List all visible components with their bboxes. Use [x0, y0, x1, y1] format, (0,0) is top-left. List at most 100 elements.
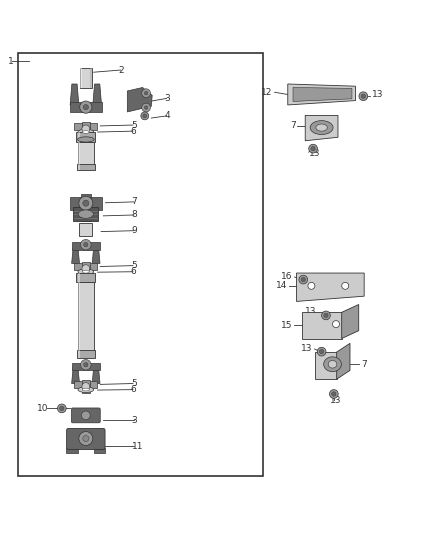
- Bar: [72, 362, 100, 370]
- Text: 6: 6: [131, 385, 137, 394]
- Text: 13: 13: [309, 149, 320, 158]
- Polygon shape: [293, 87, 352, 101]
- Bar: [77, 350, 95, 358]
- Bar: [72, 243, 100, 251]
- Circle shape: [145, 92, 148, 95]
- FancyBboxPatch shape: [73, 207, 99, 221]
- Text: 8: 8: [132, 211, 138, 220]
- Bar: [76, 132, 95, 142]
- Circle shape: [332, 321, 339, 328]
- Circle shape: [82, 125, 90, 133]
- Text: 16: 16: [281, 272, 292, 280]
- Text: 13: 13: [372, 90, 384, 99]
- Bar: [90, 68, 92, 88]
- Polygon shape: [72, 367, 80, 384]
- Circle shape: [342, 282, 349, 289]
- Ellipse shape: [82, 270, 89, 273]
- Bar: [80, 68, 82, 88]
- Text: 5: 5: [131, 120, 137, 130]
- Text: 7: 7: [290, 121, 296, 130]
- Bar: [78, 132, 80, 171]
- Text: 13: 13: [329, 397, 341, 406]
- Circle shape: [361, 94, 365, 99]
- Circle shape: [83, 435, 89, 441]
- Text: 13: 13: [300, 344, 312, 353]
- Ellipse shape: [310, 120, 333, 134]
- Text: 2: 2: [119, 66, 124, 75]
- Circle shape: [82, 383, 90, 391]
- Bar: [74, 123, 97, 130]
- Circle shape: [317, 348, 326, 356]
- Circle shape: [83, 104, 88, 110]
- Polygon shape: [127, 87, 152, 112]
- Circle shape: [82, 265, 90, 272]
- Ellipse shape: [78, 129, 94, 135]
- Polygon shape: [288, 84, 356, 105]
- Circle shape: [79, 196, 93, 210]
- Bar: [76, 273, 95, 282]
- Circle shape: [299, 275, 307, 284]
- Ellipse shape: [316, 124, 327, 131]
- Text: 9: 9: [132, 226, 138, 235]
- Circle shape: [141, 112, 149, 120]
- Polygon shape: [72, 247, 80, 263]
- Bar: [94, 448, 106, 454]
- Circle shape: [142, 103, 150, 112]
- Circle shape: [57, 404, 66, 413]
- Text: 13: 13: [305, 308, 316, 317]
- Ellipse shape: [324, 357, 341, 372]
- Text: 3: 3: [132, 416, 138, 425]
- Polygon shape: [92, 247, 100, 263]
- Text: 5: 5: [131, 261, 137, 270]
- Bar: [74, 263, 97, 270]
- Text: 11: 11: [132, 442, 143, 451]
- Circle shape: [321, 311, 330, 320]
- Circle shape: [143, 114, 147, 118]
- Polygon shape: [337, 343, 350, 379]
- Text: 7: 7: [132, 197, 138, 206]
- Bar: [82, 123, 90, 135]
- Bar: [82, 380, 90, 393]
- Circle shape: [81, 411, 90, 420]
- Bar: [78, 273, 80, 358]
- Circle shape: [329, 390, 338, 398]
- Bar: [80, 68, 92, 88]
- FancyBboxPatch shape: [71, 408, 100, 423]
- Polygon shape: [305, 116, 338, 141]
- Bar: [66, 448, 78, 454]
- Bar: [70, 197, 102, 210]
- Ellipse shape: [78, 210, 93, 219]
- Polygon shape: [92, 367, 100, 384]
- Ellipse shape: [82, 131, 89, 133]
- Circle shape: [332, 392, 336, 396]
- Bar: [74, 381, 97, 388]
- Circle shape: [81, 359, 91, 370]
- Bar: [302, 312, 342, 338]
- Text: 5: 5: [131, 379, 137, 388]
- Circle shape: [84, 243, 88, 247]
- Ellipse shape: [78, 269, 94, 274]
- Text: 4: 4: [164, 111, 170, 120]
- Circle shape: [324, 313, 328, 318]
- Circle shape: [79, 432, 93, 446]
- Circle shape: [311, 147, 315, 151]
- Circle shape: [81, 239, 91, 250]
- Polygon shape: [93, 84, 102, 105]
- Bar: [81, 195, 91, 221]
- Text: 15: 15: [281, 321, 292, 330]
- Bar: [82, 262, 90, 275]
- Polygon shape: [297, 273, 364, 302]
- Bar: [77, 164, 95, 171]
- Circle shape: [309, 144, 318, 153]
- Ellipse shape: [78, 387, 94, 392]
- FancyBboxPatch shape: [67, 429, 105, 449]
- Text: 7: 7: [361, 360, 367, 369]
- Circle shape: [83, 200, 89, 206]
- Circle shape: [80, 101, 92, 113]
- Text: 3: 3: [164, 94, 170, 103]
- Polygon shape: [342, 304, 359, 338]
- Text: 1: 1: [8, 57, 14, 66]
- Ellipse shape: [78, 137, 94, 142]
- Circle shape: [142, 89, 150, 98]
- Text: 6: 6: [131, 127, 137, 136]
